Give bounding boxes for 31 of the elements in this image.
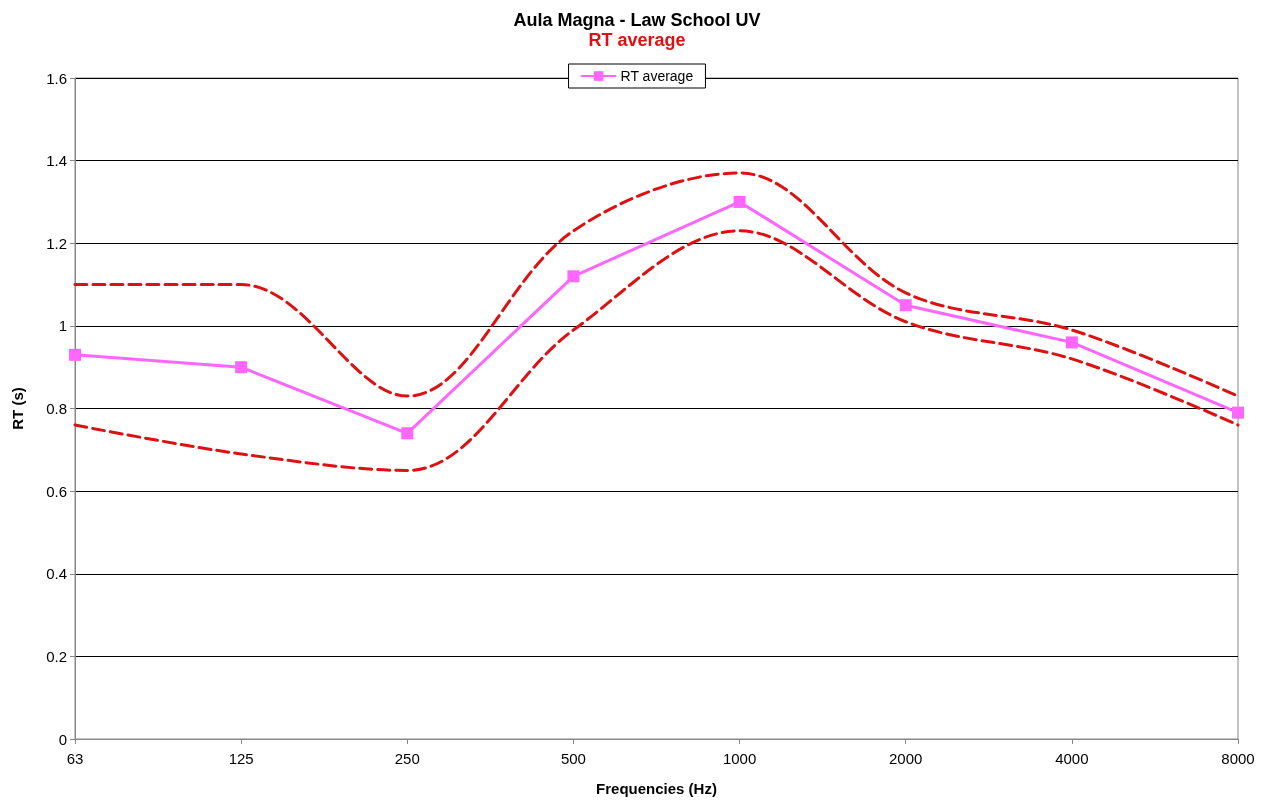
point <box>899 299 912 312</box>
point <box>1232 406 1244 419</box>
x-tick-label: 250 <box>394 750 420 767</box>
x-tick-label: 63 <box>66 750 84 767</box>
y-tick-label: 0.4 <box>46 565 67 583</box>
point <box>235 361 248 374</box>
y-axis-title: RT (s) <box>9 387 26 430</box>
x-tick-label: 2000 <box>889 750 923 767</box>
chart-subtitle: RT average <box>588 30 686 50</box>
point <box>69 348 81 361</box>
y-tick-label: 0.6 <box>46 482 67 500</box>
x-tick-label: 8000 <box>1221 750 1255 767</box>
chart-title: Aula Magna - Law School UV <box>513 10 761 30</box>
y-tick-label: 0.8 <box>46 400 67 417</box>
x-axis-title: Frequencies (Hz) <box>596 780 717 797</box>
y-tick-label: 0.2 <box>46 647 67 665</box>
y-tick-label: 1.4 <box>46 152 67 170</box>
point <box>1065 336 1078 349</box>
point <box>733 195 746 208</box>
x-tick-label: 125 <box>228 750 254 767</box>
point <box>567 270 580 283</box>
x-tick-label: 4000 <box>1055 750 1089 767</box>
y-tick-label: 1.6 <box>46 69 67 87</box>
point <box>401 427 414 440</box>
x-tick-label: 1000 <box>722 750 757 767</box>
y-tick-label: 1 <box>58 317 67 335</box>
legend-label: RT average <box>620 68 694 84</box>
line-series <box>73 229 1240 472</box>
y-tick-label: 1.2 <box>46 234 67 252</box>
y-tick-label: 0 <box>58 730 67 748</box>
x-tick-label: 500 <box>560 750 586 767</box>
